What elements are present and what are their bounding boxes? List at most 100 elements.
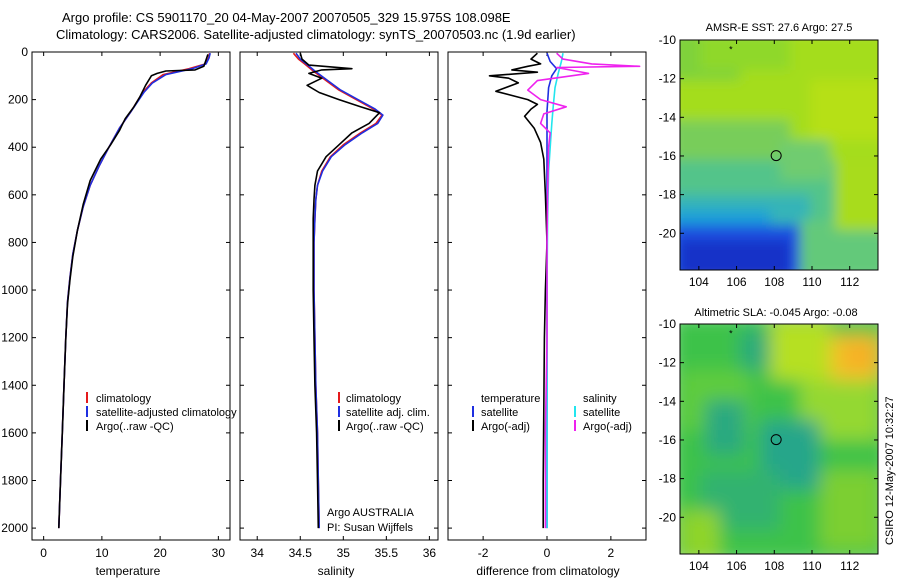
header-line-2: Climatology: CARS2006. Satellite-adjuste… [56,27,576,42]
sla-argo-position-marker [770,434,782,446]
salinity-xlabel: salinity [318,564,355,578]
y-tick-label: 1800 [1,473,28,487]
map-y-tick-label: -12 [659,356,677,370]
legend-label-satellite: satellite-adjusted climatology [96,407,237,419]
legend-heading-salinity: salinity [583,393,617,405]
x-tick-label: 20 [153,546,167,560]
sst-star-marker: * [729,45,733,55]
sst-map-axes: 104 106 108 110 112 -10 -12 -14 -16 -18 -20 [659,33,878,289]
map-y-tick-label: -14 [659,110,677,124]
difference-xlabel: difference from climatology [476,564,619,578]
difference-legend: temperature salinity satellite Argo(-adj… [472,393,632,433]
map-y-tick-label: -16 [659,149,677,163]
map-x-tick-label: 108 [764,275,784,289]
y-tick-label: 1600 [1,426,28,440]
sst-map-panel: AMSR-E SST: 27.6 Argo: 27.5 104 106 108 110… [659,22,879,289]
sst-argo-position-marker [770,150,782,162]
temperature-lines [58,53,211,529]
map-x-tick-label: 108 [764,559,784,573]
header-line-1: Argo profile: CS 5901170_20 04-May-2007 … [62,10,511,25]
sla-map-panel: Altimetric SLA: -0.045 Argo: -0.08 104 10… [659,307,879,573]
sla-star-marker: * [729,329,733,339]
legend-heading-temperature: temperature [481,393,540,405]
series-line-salinity-satellite [546,53,564,529]
y-tick-label: 1000 [1,283,28,297]
legend-label-sal-argo: Argo(-adj) [583,421,632,433]
sla-map-field [680,324,878,554]
temperature-panel: 0 200 400 600 800 1000 1200 1400 1600 1800 2000 0 10… [1,45,237,578]
legend-label-sal-satellite: satellite [583,407,620,419]
legend-label-satellite: satellite adj. clim. [346,407,430,419]
temperature-panel-frame [31,51,231,541]
sst-map-title: AMSR-E SST: 27.6 Argo: 27.5 [706,22,853,34]
legend-label-climatology: climatology [346,393,402,405]
float-owner-label: Argo AUSTRALIA [327,507,414,519]
x-tick-label: 34 [251,546,265,560]
salinity-lines [292,52,384,529]
y-tick-label: 1200 [1,331,28,345]
map-y-tick-label: -20 [659,510,677,524]
map-x-tick-label: 106 [727,559,747,573]
map-x-tick-label: 110 [802,275,821,289]
y-tick-label: 400 [8,140,28,154]
difference-axes: -2 0 2 [448,51,646,560]
temperature-axes: 0 200 400 600 800 1000 1200 1400 1600 1800 2000 0 10… [1,45,230,560]
map-y-tick-label: -14 [659,394,677,408]
difference-lines [488,52,641,529]
map-x-tick-label: 110 [802,559,821,573]
side-timestamp-label: CSIRO 12-May-2007 10:32:27 [884,396,896,545]
y-tick-label: 600 [8,188,28,202]
x-tick-label: 35.5 [375,546,399,560]
series-line-salinity-argo-adj- [526,52,641,529]
y-tick-label: 800 [8,235,28,249]
salinity-panel: 34 34.5 35 35.5 36 salinity climatology sate… [239,51,439,578]
float-pi-label: PI: Susan Wijffels [327,522,413,534]
temperature-legend: climatology satellite-adjusted climatolo… [86,392,237,433]
series-line-satellite-adjusted-climatology [58,53,211,529]
legend-label-argo: Argo(..raw -QC) [346,421,424,433]
map-y-tick-label: -10 [659,317,677,331]
x-tick-label: 35 [337,546,351,560]
series-line-argo-raw-qc- [299,52,381,529]
legend-label-climatology: climatology [96,393,152,405]
sla-map-axes: 104 106 108 110 112 -10 -12 -14 -16 -18 -20 [659,317,878,573]
map-y-tick-label: -18 [659,472,677,486]
legend-label-temp-argo: Argo(-adj) [481,421,530,433]
sla-map-frame [679,323,879,555]
map-x-tick-label: 104 [689,275,709,289]
sst-map-field [680,40,878,270]
x-tick-label: 36 [423,546,437,560]
map-y-tick-label: -20 [659,226,677,240]
x-tick-label: -2 [478,546,489,560]
x-tick-label: 30 [212,546,226,560]
salinity-legend: climatology satellite adj. clim. Argo(..… [338,392,430,433]
legend-label-temp-satellite: satellite [481,407,518,419]
map-x-tick-label: 106 [727,275,747,289]
temperature-xlabel: temperature [96,564,161,578]
map-y-tick-label: -16 [659,433,677,447]
x-tick-label: 10 [95,546,109,560]
series-line-satellite-adj-clim- [295,52,384,529]
map-y-tick-label: -12 [659,72,677,86]
salinity-axes: 34 34.5 35 35.5 36 [240,51,438,560]
series-line-argo-raw-qc- [58,54,209,529]
series-line-climatology [58,53,211,529]
difference-panel: -2 0 2 difference from climatology tempera… [447,51,647,578]
map-x-tick-label: 112 [840,275,859,289]
legend-label-argo: Argo(..raw -QC) [96,421,174,433]
sst-map-frame [679,39,879,271]
salinity-panel-frame [239,51,439,541]
y-tick-label: 1400 [1,378,28,392]
x-tick-label: 0 [40,546,47,560]
map-x-tick-label: 112 [840,559,859,573]
y-tick-label: 200 [8,93,28,107]
map-y-tick-label: -10 [659,33,677,47]
map-x-tick-label: 104 [689,559,709,573]
x-tick-label: 0 [544,546,551,560]
series-line-temperature-argo-adj- [488,52,548,529]
x-tick-label: 34.5 [289,546,313,560]
y-tick-label: 2000 [1,521,28,535]
x-tick-label: 2 [608,546,615,560]
y-tick-label: 0 [21,45,28,59]
